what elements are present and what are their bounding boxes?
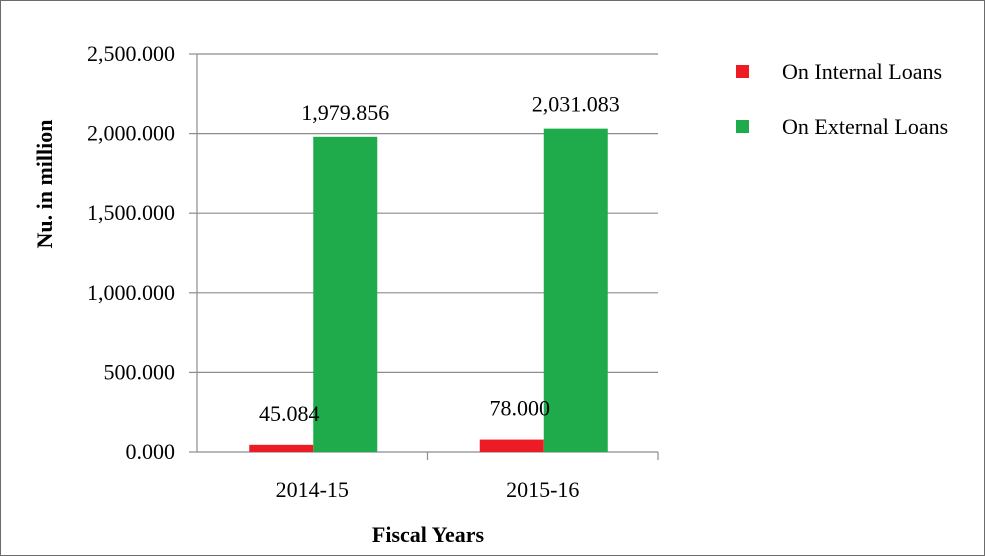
data-label: 78.000: [490, 396, 551, 421]
bar-on-internal-loans: [479, 439, 544, 452]
legend-label: On Internal Loans: [782, 59, 942, 84]
y-tick-label: 2,500.000: [87, 41, 175, 66]
bar-on-internal-loans: [249, 444, 314, 452]
legend-swatch: [736, 120, 749, 133]
y-tick-label: 500.000: [104, 359, 176, 384]
x-tick-labels: 2014-15 2015-16: [276, 477, 580, 502]
y-tick-label: 2,000.000: [87, 121, 175, 146]
x-tick-label: 2014-15: [276, 477, 349, 502]
y-tick-label: 0.000: [126, 439, 176, 464]
data-labels: 45.084 1,979.856 78.000 2,031.083: [259, 92, 620, 426]
data-label: 45.084: [259, 401, 320, 426]
data-label: 2,031.083: [532, 92, 620, 117]
y-axis-title: Nu. in million: [32, 120, 57, 249]
bars: [249, 128, 608, 452]
x-axis-title: Fiscal Years: [372, 522, 485, 547]
data-label: 1,979.856: [301, 100, 389, 125]
legend-swatch: [736, 65, 749, 78]
y-tick-label: 1,000.000: [87, 280, 175, 305]
bar-on-external-loans: [543, 128, 608, 452]
y-tick-label: 1,500.000: [87, 200, 175, 225]
legend-label: On External Loans: [782, 114, 948, 139]
y-tick-labels: 0.000 500.000 1,000.000 1,500.000 2,000.000 2…: [87, 41, 175, 464]
x-tick-label: 2015-16: [506, 477, 579, 502]
legend: On Internal Loans On External Loans: [736, 59, 948, 139]
bar-on-external-loans: [313, 136, 378, 452]
